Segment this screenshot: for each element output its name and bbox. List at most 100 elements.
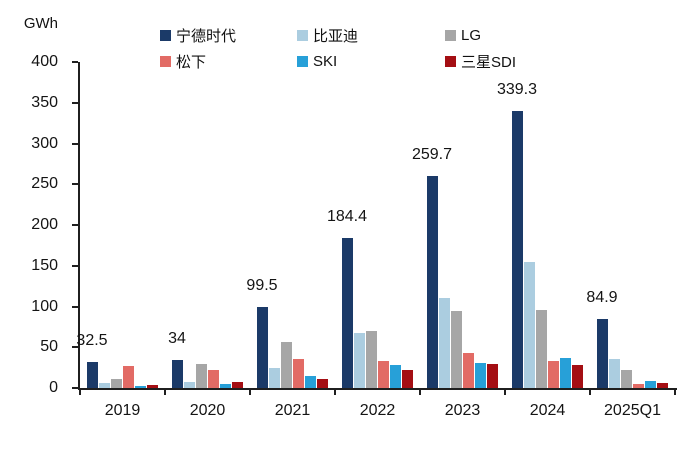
data-label-catl-2019: 32.5 <box>76 331 108 349</box>
bar-samsung-sdi-2022 <box>401 370 413 388</box>
y-tick-mark-350 <box>72 101 78 104</box>
bar-samsung-sdi-2023 <box>486 363 498 388</box>
legend-swatch-catl <box>160 29 171 41</box>
bar-panasonic-2024 <box>547 361 559 388</box>
bar-byd-2024 <box>523 262 535 388</box>
legend-item-samsung-sdi: 三星SDI <box>445 52 517 71</box>
legend-label-lg: LG <box>461 26 482 44</box>
y-tick-label-250: 250 <box>31 175 58 193</box>
legend-swatch-byd <box>297 29 308 41</box>
bar-byd-2022 <box>353 332 365 388</box>
y-tick-mark-200 <box>72 224 78 226</box>
legend-swatch-ski <box>297 55 308 67</box>
bar-panasonic-2022 <box>377 361 389 388</box>
x-tick-mark-6 <box>589 390 591 395</box>
legend-swatch-panasonic <box>160 55 171 67</box>
bar-catl-2023 <box>426 176 438 388</box>
data-label-catl-2023: 259.7 <box>411 146 453 164</box>
y-tick-mark-50 <box>72 346 78 349</box>
bar-lg-2020 <box>195 363 207 388</box>
y-tick-label-50: 50 <box>40 338 58 356</box>
data-label-catl-2021: 99.5 <box>246 276 278 294</box>
legend-item-lg: LG <box>445 26 516 44</box>
bar-samsung-sdi-2019 <box>146 384 158 388</box>
bar-ski-2021 <box>304 375 316 388</box>
legend-item-panasonic: 松下 <box>160 52 297 71</box>
y-axis-line <box>78 62 80 390</box>
legend-label-ski: SKI <box>313 52 338 70</box>
legend-item-ski: SKI <box>297 52 445 70</box>
bar-ski-2024 <box>559 357 571 388</box>
bar-panasonic-2025Q1 <box>632 383 644 388</box>
legend-item-catl: 宁德时代 <box>160 26 297 45</box>
x-tick-mark-7 <box>674 390 676 395</box>
x-tick-label-2025Q1: 2025Q1 <box>604 402 661 419</box>
data-label-catl-2020: 34 <box>168 330 186 348</box>
x-tick-label-2019: 2019 <box>104 402 141 419</box>
bar-catl-2021 <box>256 306 268 388</box>
legend-label-panasonic: 松下 <box>176 53 207 71</box>
x-tick-mark-0 <box>79 390 81 395</box>
y-tick-mark-100 <box>72 305 78 308</box>
bar-lg-2024 <box>535 309 547 388</box>
legend-swatch-samsung-sdi <box>445 55 456 67</box>
data-label-catl-2025Q1: 84.9 <box>586 288 618 306</box>
bar-byd-2019 <box>98 382 110 388</box>
chart-legend: 宁德时代 比亚迪 LG 松下 SKI 三星SDI <box>160 26 517 71</box>
bar-panasonic-2021 <box>292 359 304 388</box>
y-tick-label-300: 300 <box>31 134 58 152</box>
legend-swatch-lg <box>445 29 456 41</box>
x-axis-line <box>78 388 677 390</box>
data-label-catl-2022: 184.4 <box>326 207 368 225</box>
y-tick-mark-150 <box>72 264 78 267</box>
bar-lg-2019 <box>110 378 122 388</box>
y-axis-unit-label: GWh <box>23 15 58 32</box>
x-tick-mark-4 <box>419 390 421 395</box>
bar-panasonic-2023 <box>462 352 474 388</box>
bar-ski-2025Q1 <box>644 380 656 388</box>
bar-samsung-sdi-2020 <box>231 382 243 388</box>
bar-catl-2024 <box>511 111 523 388</box>
bar-byd-2023 <box>438 297 450 388</box>
y-tick-mark-400 <box>72 61 78 63</box>
legend-label-catl: 宁德时代 <box>176 27 237 45</box>
bar-ski-2023 <box>474 362 486 388</box>
y-tick-label-150: 150 <box>31 256 58 274</box>
legend-item-byd: 比亚迪 <box>297 26 445 45</box>
x-tick-mark-1 <box>164 390 166 395</box>
y-tick-label-100: 100 <box>31 297 58 315</box>
bar-byd-2021 <box>268 367 280 388</box>
y-tick-mark-250 <box>72 183 78 186</box>
y-tick-label-0: 0 <box>49 379 58 396</box>
x-tick-mark-2 <box>249 390 251 395</box>
bar-ski-2020 <box>219 383 231 388</box>
y-tick-mark-300 <box>72 142 78 145</box>
bar-lg-2021 <box>280 341 292 388</box>
bar-ski-2022 <box>389 365 401 388</box>
data-label-catl-2024: 339.3 <box>496 81 538 99</box>
y-tick-label-350: 350 <box>31 93 58 111</box>
legend-label-samsung-sdi: 三星SDI <box>461 53 517 71</box>
bar-byd-2025Q1 <box>608 358 620 388</box>
bar-lg-2025Q1 <box>620 370 632 388</box>
bar-catl-2025Q1 <box>596 318 608 388</box>
bar-panasonic-2020 <box>207 370 219 388</box>
bar-samsung-sdi-2021 <box>316 379 328 388</box>
bar-lg-2023 <box>450 310 462 388</box>
y-tick-label-200: 200 <box>31 216 58 233</box>
bar-panasonic-2019 <box>122 365 134 388</box>
bar-samsung-sdi-2025Q1 <box>656 383 668 388</box>
bar-catl-2022 <box>341 237 353 388</box>
x-tick-label-2023: 2023 <box>444 402 481 419</box>
x-tick-label-2021: 2021 <box>274 402 311 419</box>
bar-byd-2020 <box>183 382 195 388</box>
bar-catl-2019 <box>86 361 98 388</box>
x-tick-label-2022: 2022 <box>359 402 396 419</box>
x-tick-label-2020: 2020 <box>189 402 226 419</box>
y-tick-mark-0 <box>72 387 78 389</box>
x-tick-label-2024: 2024 <box>529 402 566 419</box>
bar-catl-2020 <box>171 360 183 388</box>
legend-label-byd: 比亚迪 <box>313 27 359 45</box>
bar-samsung-sdi-2024 <box>571 365 583 388</box>
